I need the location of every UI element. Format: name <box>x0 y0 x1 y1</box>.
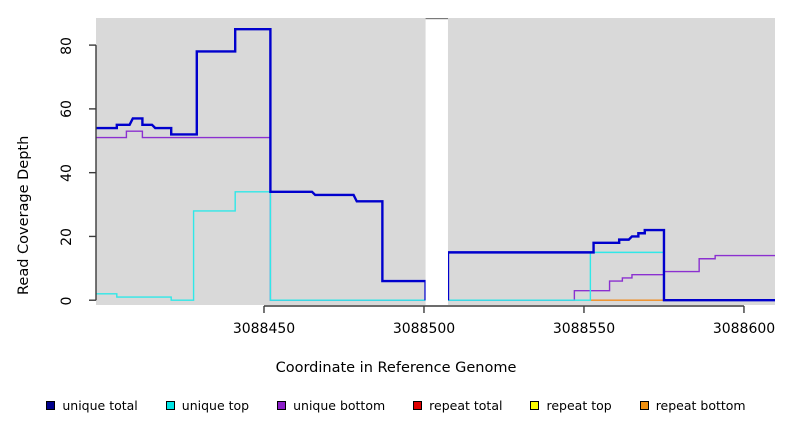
legend-label: unique bottom <box>293 398 386 413</box>
plot-area-left <box>96 18 426 305</box>
x-tick-label-3088600: 3088600 <box>712 321 776 337</box>
plot-area-right <box>447 18 775 305</box>
legend-item-unique-total[interactable]: unique total <box>46 398 138 413</box>
series-line-unique-total <box>96 27 426 301</box>
legend-swatch-unique-bottom-icon <box>277 401 287 410</box>
series-line-unique-top <box>96 191 426 301</box>
x-tick-label-3088550: 3088550 <box>552 321 616 337</box>
legend-swatch-repeat-bottom-icon <box>639 401 649 410</box>
legend-swatch-repeat-total-icon <box>413 401 423 410</box>
x-tick-label-3088450: 3088450 <box>232 321 296 337</box>
plot-top-rule-gap <box>425 18 448 20</box>
x-axis-title: Coordinate in Reference Genome <box>275 360 517 376</box>
legend-label: repeat total <box>429 398 503 413</box>
legend-swatch-repeat-top-icon <box>530 401 540 410</box>
legend-item-unique-bottom[interactable]: unique bottom <box>277 398 385 413</box>
legend: unique total unique top unique bottom repea… <box>0 398 792 413</box>
legend-item-repeat-bottom[interactable]: repeat bottom <box>639 398 746 413</box>
legend-item-repeat-total[interactable]: repeat total <box>413 398 502 413</box>
legend-label: repeat bottom <box>655 398 746 413</box>
legend-item-repeat-top[interactable]: repeat top <box>530 398 612 413</box>
series-group <box>96 27 775 302</box>
plot-background <box>96 18 775 305</box>
x-tick-label-3088500: 3088500 <box>392 321 456 337</box>
axis-lines <box>89 44 745 313</box>
legend-label: repeat top <box>546 398 612 413</box>
legend-label: unique total <box>62 398 138 413</box>
legend-label: unique top <box>181 398 250 413</box>
series-line-unique-bottom-right <box>447 254 775 301</box>
series-line-unique-total-right <box>447 228 775 302</box>
legend-swatch-unique-total-icon <box>46 401 56 410</box>
legend-item-unique-top[interactable]: unique top <box>165 398 250 413</box>
legend-swatch-unique-top-icon <box>165 401 175 410</box>
